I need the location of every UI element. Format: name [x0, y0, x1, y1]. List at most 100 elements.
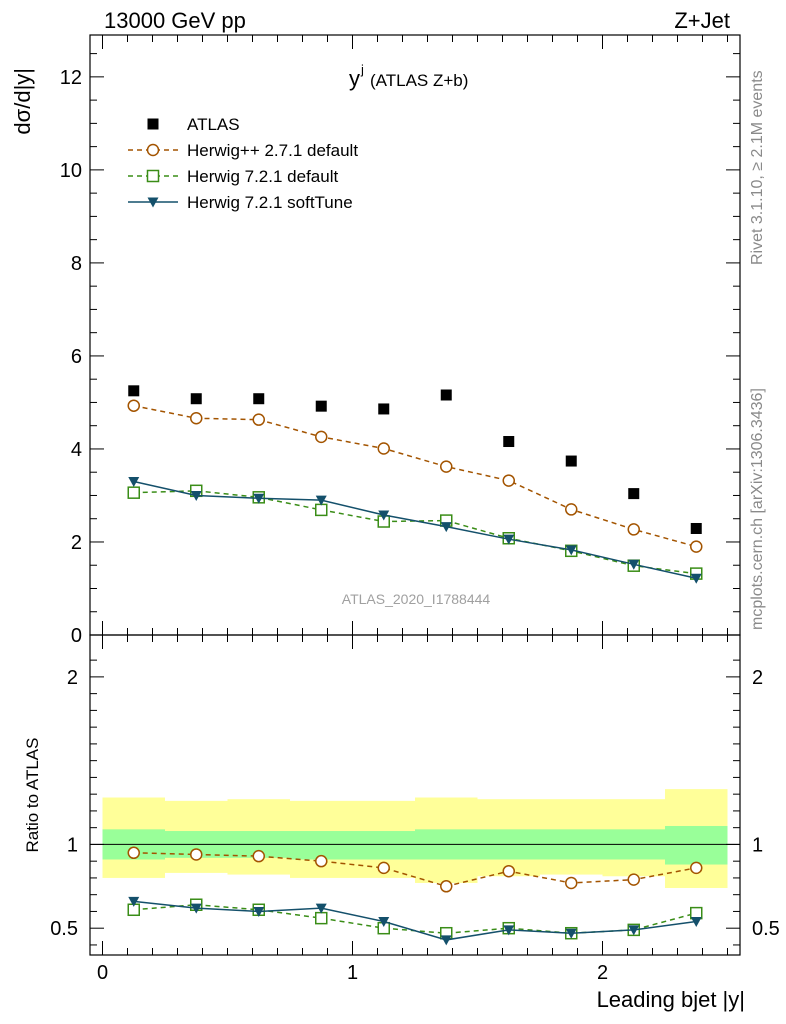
main-point-atlas [253, 393, 265, 405]
main-plot-title-suffix: (ATLAS Z+b) [370, 71, 468, 90]
main-point-herwig-2-7-1-default [377, 442, 390, 455]
legend: ATLAS Herwig++ 2.7.1 default Herwig 7.2.1 … [128, 115, 358, 212]
main-line-herwig-7-2-1-softtune [133, 480, 697, 579]
legend-label-herwig-7-2-1-default: Herwig 7.2.1 default [187, 167, 338, 186]
ratio-y-tick-label: 0.5 [50, 918, 78, 940]
main-point-herwig-2-7-1-default [440, 460, 453, 473]
main-point-herwig-7-2-1-softtune [128, 477, 140, 488]
main-point-herwig-7-2-1-default [127, 486, 140, 499]
ratio-line-herwig-2-7-1-default [133, 852, 697, 888]
main-y-tick-label: 6 [71, 346, 82, 368]
legend-label-herwig-2-7-1-default: Herwig++ 2.7.1 default [187, 141, 358, 160]
ratio-y-tick-label-right: 1 [752, 834, 763, 856]
ratio-line-herwig-7-2-1-softtune [133, 900, 697, 941]
header-left: 13000 GeV pp [104, 8, 246, 33]
main-y-tick-label: 4 [71, 439, 82, 461]
ratio-point-herwig-7-2-1-softtune [565, 928, 577, 939]
ratio-x-tick-label: 1 [347, 962, 358, 984]
main-point-atlas [628, 488, 640, 500]
main-plot-title-superscript: j [360, 62, 364, 77]
main-point-herwig-7-2-1-softtune [628, 559, 640, 570]
main-point-herwig-7-2-1-softtune [190, 490, 202, 501]
ratio-point-herwig-2-7-1-default [252, 849, 265, 863]
main-point-atlas [565, 455, 577, 467]
main-point-herwig-2-7-1-default [127, 399, 140, 412]
ratio-point-herwig-7-2-1-softtune [440, 935, 452, 946]
ratio-y-axis: 0.5 0.5 1 1 2 2 [50, 659, 780, 946]
ratio-y-tick-label-right: 0.5 [752, 918, 780, 940]
main-series-group [127, 385, 703, 584]
ratio-y-tick-label-right: 2 [752, 667, 763, 689]
legend-marker-herwig-7-2-1-softtune [147, 197, 159, 208]
main-point-herwig-7-2-1-softtune [690, 573, 702, 584]
ratio-point-herwig-7-2-1-softtune [690, 916, 702, 927]
ratio-point-herwig-7-2-1-softtune [503, 925, 515, 936]
main-point-atlas [690, 522, 702, 534]
main-point-herwig-7-2-1-softtune [565, 545, 577, 556]
ratio-point-herwig-7-2-1-softtune [628, 925, 640, 936]
ratio-plot-panel: 0.5 0.5 1 1 2 2 0 1 2 Ratio to ATLAS Leading bj… [23, 634, 780, 1012]
main-point-herwig-7-2-1-softtune [378, 510, 390, 521]
ratio-point-herwig-7-2-1-softtune [253, 906, 265, 917]
legend-marker-herwig-2-7-1-default [146, 143, 160, 157]
main-plot-panel: 0 2 4 6 8 10 12 dσ/d|y| y j (ATLAS Z+b) ATLAS_… [10, 34, 741, 647]
main-point-herwig-7-2-1-softtune [503, 534, 515, 545]
ratio-point-herwig-7-2-1-softtune [128, 896, 140, 907]
main-point-herwig-7-2-1-softtune [440, 522, 452, 533]
ratio-point-herwig-7-2-1-default [315, 911, 328, 925]
ratio-point-herwig-7-2-1-default [690, 906, 703, 920]
header-right: Z+Jet [674, 8, 730, 33]
legend-label-atlas: ATLAS [187, 115, 240, 134]
ratio-band-green [665, 825, 728, 865]
main-y-axis: 0 2 4 6 8 10 12 [60, 53, 740, 647]
legend-label-herwig-7-2-1-softtune: Herwig 7.2.1 softTune [187, 193, 353, 212]
main-point-herwig-2-7-1-default [315, 430, 328, 444]
ratio-point-herwig-2-7-1-default [565, 876, 578, 890]
main-point-herwig-2-7-1-default [690, 540, 703, 553]
ratio-series-group [127, 846, 703, 946]
analysis-label: ATLAS_2020_I1788444 [342, 591, 491, 607]
main-y-axis-label: dσ/d|y| [10, 68, 35, 135]
ratio-point-herwig-2-7-1-default [190, 848, 203, 861]
ratio-y-axis-label: Ratio to ATLAS [23, 738, 42, 853]
ratio-point-herwig-2-7-1-default [440, 880, 453, 893]
ratio-band-green [352, 831, 415, 860]
legend-marker-herwig-7-2-1-default [146, 169, 160, 183]
main-point-atlas [440, 389, 452, 401]
main-point-herwig-2-7-1-default [565, 503, 578, 516]
ratio-plot-frame [89, 634, 741, 956]
main-point-herwig-7-2-1-default [315, 503, 328, 517]
main-point-herwig-2-7-1-default [627, 523, 640, 536]
main-point-atlas [190, 393, 202, 405]
main-y-tick-label: 10 [60, 160, 82, 182]
main-y-tick-label: 0 [71, 625, 82, 647]
ratio-x-tick-label: 0 [97, 962, 108, 984]
main-point-atlas [128, 385, 140, 397]
main-point-herwig-2-7-1-default [252, 413, 265, 426]
main-point-herwig-2-7-1-default [502, 474, 515, 487]
main-x-axis [102, 35, 728, 635]
main-line-herwig-2-7-1-default [133, 404, 697, 548]
main-point-herwig-7-2-1-softtune [315, 495, 327, 506]
legend-marker-atlas [147, 118, 159, 130]
ratio-band-green [290, 831, 353, 860]
ratio-y-tick-label: 2 [67, 667, 78, 689]
rivet-version-label: Rivet 3.1.10, ≥ 2.1M events [749, 70, 766, 265]
ratio-point-herwig-2-7-1-default [127, 846, 140, 860]
main-point-herwig-2-7-1-default [190, 412, 203, 425]
ratio-y-tick-label: 1 [67, 834, 78, 856]
main-y-tick-label: 2 [71, 532, 82, 554]
main-y-tick-label: 8 [71, 253, 82, 275]
ratio-point-herwig-7-2-1-softtune [378, 916, 390, 927]
ratio-uncertainty-bands [102, 789, 728, 888]
mcplots-label: mcplots.cern.ch [arXiv:1306.3436] [749, 388, 766, 630]
main-point-herwig-7-2-1-softtune [253, 493, 265, 504]
ratio-point-herwig-2-7-1-default [377, 861, 390, 875]
x-axis-label: Leading bjet |y| [597, 987, 745, 1012]
ratio-point-herwig-7-2-1-softtune [315, 903, 327, 914]
ratio-point-herwig-2-7-1-default [315, 854, 328, 868]
main-point-atlas [315, 400, 327, 412]
main-plot-title: y [349, 66, 360, 91]
main-point-atlas [378, 403, 390, 415]
